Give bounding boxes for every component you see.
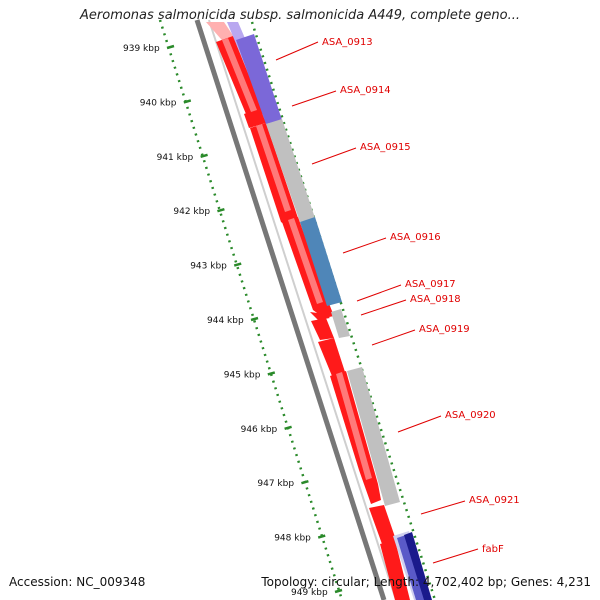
- gene-label-asa0920[interactable]: ASA_0920: [445, 410, 496, 421]
- gene-label-asa0915[interactable]: ASA_0915: [360, 142, 411, 153]
- ruler-label: 942 kbp: [173, 207, 210, 217]
- ruler-tick: [183, 99, 192, 104]
- ruler: 939 kbp 940 kbp 941 kbp 942 kbp 943 kbp 944 k…: [123, 44, 343, 598]
- ruler-tick: [166, 44, 175, 50]
- ruler-tick: [301, 479, 309, 485]
- ruler-label: 948 kbp: [274, 534, 311, 544]
- genome-summary-text: Topology: circular; Length: 4,702,402 bp…: [261, 575, 591, 589]
- ruler-tick: [284, 425, 292, 431]
- gene-blocks: [227, 22, 432, 600]
- ruler-label: 944 kbp: [207, 316, 244, 326]
- ruler-tick: [233, 262, 242, 267]
- gene-label-asa0916[interactable]: ASA_0916: [390, 232, 441, 243]
- gene-label-asa0919[interactable]: ASA_0919: [419, 324, 470, 335]
- label-leaders: [275, 41, 479, 564]
- gene-block-fabf[interactable]: [404, 532, 432, 600]
- gene-block-asa0914[interactable]: [236, 34, 282, 124]
- outer-track: [250, 21, 437, 600]
- ruler-label: 947 kbp: [257, 479, 294, 489]
- ruler-tick: [334, 588, 343, 594]
- backbone-line: [194, 19, 387, 600]
- feature-arrows: [206, 22, 410, 600]
- ruler-tick: [250, 316, 259, 322]
- gene-label-asa0917[interactable]: ASA_0917: [405, 279, 456, 290]
- gene-block-asa0920[interactable]: [347, 367, 400, 506]
- ruler-tick: [200, 153, 208, 159]
- ruler-label: 941 kbp: [157, 153, 194, 163]
- backbone-inner-line: [208, 19, 397, 600]
- ruler-label: 940 kbp: [140, 98, 177, 108]
- gene-label-asa0918[interactable]: ASA_0918: [410, 294, 461, 305]
- ruler-tick: [267, 371, 276, 376]
- gene-label-asa0914[interactable]: ASA_0914: [340, 85, 391, 96]
- gene-labels: ASA_0913 ASA_0914 ASA_0915 ASA_0916 ASA_…: [322, 37, 520, 555]
- ruler-tick: [317, 534, 326, 539]
- ruler-label: 943 kbp: [190, 262, 227, 272]
- gene-block-asa0915[interactable]: [266, 119, 315, 222]
- gene-label-asa0921[interactable]: ASA_0921: [469, 495, 520, 506]
- gene-block-fabf-outer[interactable]: [397, 535, 426, 600]
- map-title: Aeromonas salmonicida subsp. salmonicida…: [80, 8, 520, 23]
- ruler-label: 949 kbp: [291, 588, 328, 598]
- gene-block-asa0918[interactable]: [331, 309, 350, 338]
- gene-block-asa0916[interactable]: [300, 217, 342, 306]
- ruler-label: 946 kbp: [241, 425, 278, 435]
- ruler-tick: [217, 207, 225, 213]
- ruler-label: 939 kbp: [123, 44, 160, 54]
- ruler-label: 945 kbp: [224, 370, 261, 380]
- accession-text: Accession: NC_009348: [9, 575, 146, 589]
- gene-label-fabf[interactable]: fabF: [482, 544, 504, 555]
- gene-label-asa0913[interactable]: ASA_0913: [322, 37, 373, 48]
